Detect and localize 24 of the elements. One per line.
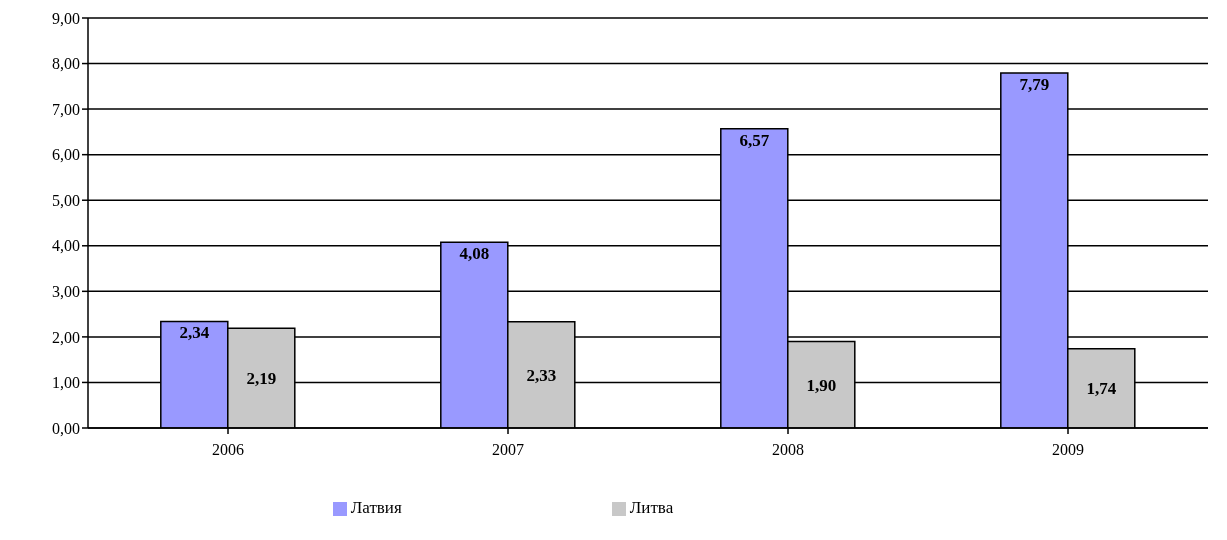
y-tick-label: 4,00 (52, 237, 80, 255)
data-label: 7,79 (1019, 75, 1050, 95)
y-tick-label: 1,00 (52, 374, 80, 392)
y-tick-label: 3,00 (52, 283, 80, 301)
data-label: 2,34 (179, 323, 210, 343)
x-tick-label: 2006 (212, 441, 244, 459)
x-tick-label: 2007 (492, 441, 524, 459)
data-label: 2,33 (526, 365, 557, 385)
legend-label: Литва (629, 498, 674, 517)
y-tick-label: 0,00 (52, 419, 80, 437)
y-tick-label: 7,00 (52, 100, 80, 118)
x-tick-label: 2009 (1052, 441, 1084, 459)
x-tick-label: 2008 (772, 441, 804, 459)
y-tick-label: 2,00 (52, 328, 80, 346)
data-label: 1,90 (806, 375, 837, 395)
y-tick-label: 6,00 (52, 146, 80, 164)
legend-label: Латвия (350, 498, 402, 517)
data-label: 6,57 (739, 130, 770, 150)
y-tick-label: 9,00 (52, 9, 80, 27)
data-label: 4,08 (459, 244, 490, 264)
data-label: 1,74 (1086, 379, 1117, 399)
data-label: 2,19 (246, 369, 277, 389)
y-tick-label: 8,00 (52, 55, 80, 73)
y-tick-label: 5,00 (52, 191, 80, 209)
